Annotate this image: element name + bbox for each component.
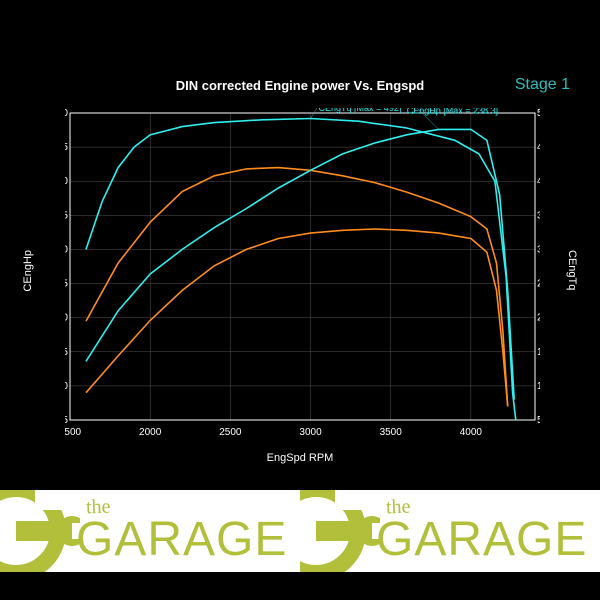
logo-cell: the GARAGE xyxy=(0,490,300,572)
wrench-g-icon xyxy=(300,490,380,572)
svg-text:300: 300 xyxy=(537,244,540,255)
logo-strip: the GARAGE the GARAGE xyxy=(0,490,600,572)
svg-text:CEngHp [Max = 238.3]: CEngHp [Max = 238.3] xyxy=(407,108,498,116)
svg-text:150: 150 xyxy=(537,347,540,358)
svg-text:175: 175 xyxy=(65,210,68,221)
svg-text:400: 400 xyxy=(537,176,540,187)
svg-text:200: 200 xyxy=(65,176,68,187)
wrench-g-icon xyxy=(0,490,80,572)
svg-text:50: 50 xyxy=(65,381,68,392)
svg-text:4000: 4000 xyxy=(460,427,483,438)
logo-garage: GARAGE xyxy=(76,512,287,567)
svg-text:2000: 2000 xyxy=(139,427,162,438)
svg-text:225: 225 xyxy=(65,142,68,153)
svg-text:100: 100 xyxy=(537,381,540,392)
y-axis-left-label: CEngHp xyxy=(22,250,34,292)
chart-title: DIN corrected Engine power Vs. Engspd xyxy=(0,78,600,93)
y-axis-right-label: CEngTq xyxy=(566,250,578,290)
svg-text:250: 250 xyxy=(65,108,68,119)
logo-garage: GARAGE xyxy=(376,512,587,567)
svg-text:1500: 1500 xyxy=(65,427,82,438)
svg-text:150: 150 xyxy=(65,244,68,255)
logo-cell: the GARAGE xyxy=(300,490,600,572)
svg-text:3500: 3500 xyxy=(380,427,403,438)
svg-text:25: 25 xyxy=(65,415,68,426)
svg-text:100: 100 xyxy=(65,313,68,324)
svg-text:125: 125 xyxy=(65,279,68,290)
svg-text:350: 350 xyxy=(537,210,540,221)
x-axis-label: EngSpd RPM xyxy=(0,452,600,464)
svg-text:450: 450 xyxy=(537,142,540,153)
dyno-chart: 25 50 75 100 125 150 175 200 225 250 50 100 150 200 25… xyxy=(65,108,540,438)
svg-text:3000: 3000 xyxy=(299,427,322,438)
svg-text:CEngTq [Max = 492]: CEngTq [Max = 492] xyxy=(319,108,402,113)
chart-svg: 25 50 75 100 125 150 175 200 225 250 50 100 150 200 25… xyxy=(65,108,540,438)
svg-text:50: 50 xyxy=(537,415,540,426)
svg-text:250: 250 xyxy=(537,279,540,290)
stage-label: Stage 1 xyxy=(515,76,570,94)
svg-text:500: 500 xyxy=(537,108,540,119)
svg-text:2500: 2500 xyxy=(219,427,242,438)
svg-text:75: 75 xyxy=(65,347,68,358)
svg-text:200: 200 xyxy=(537,313,540,324)
